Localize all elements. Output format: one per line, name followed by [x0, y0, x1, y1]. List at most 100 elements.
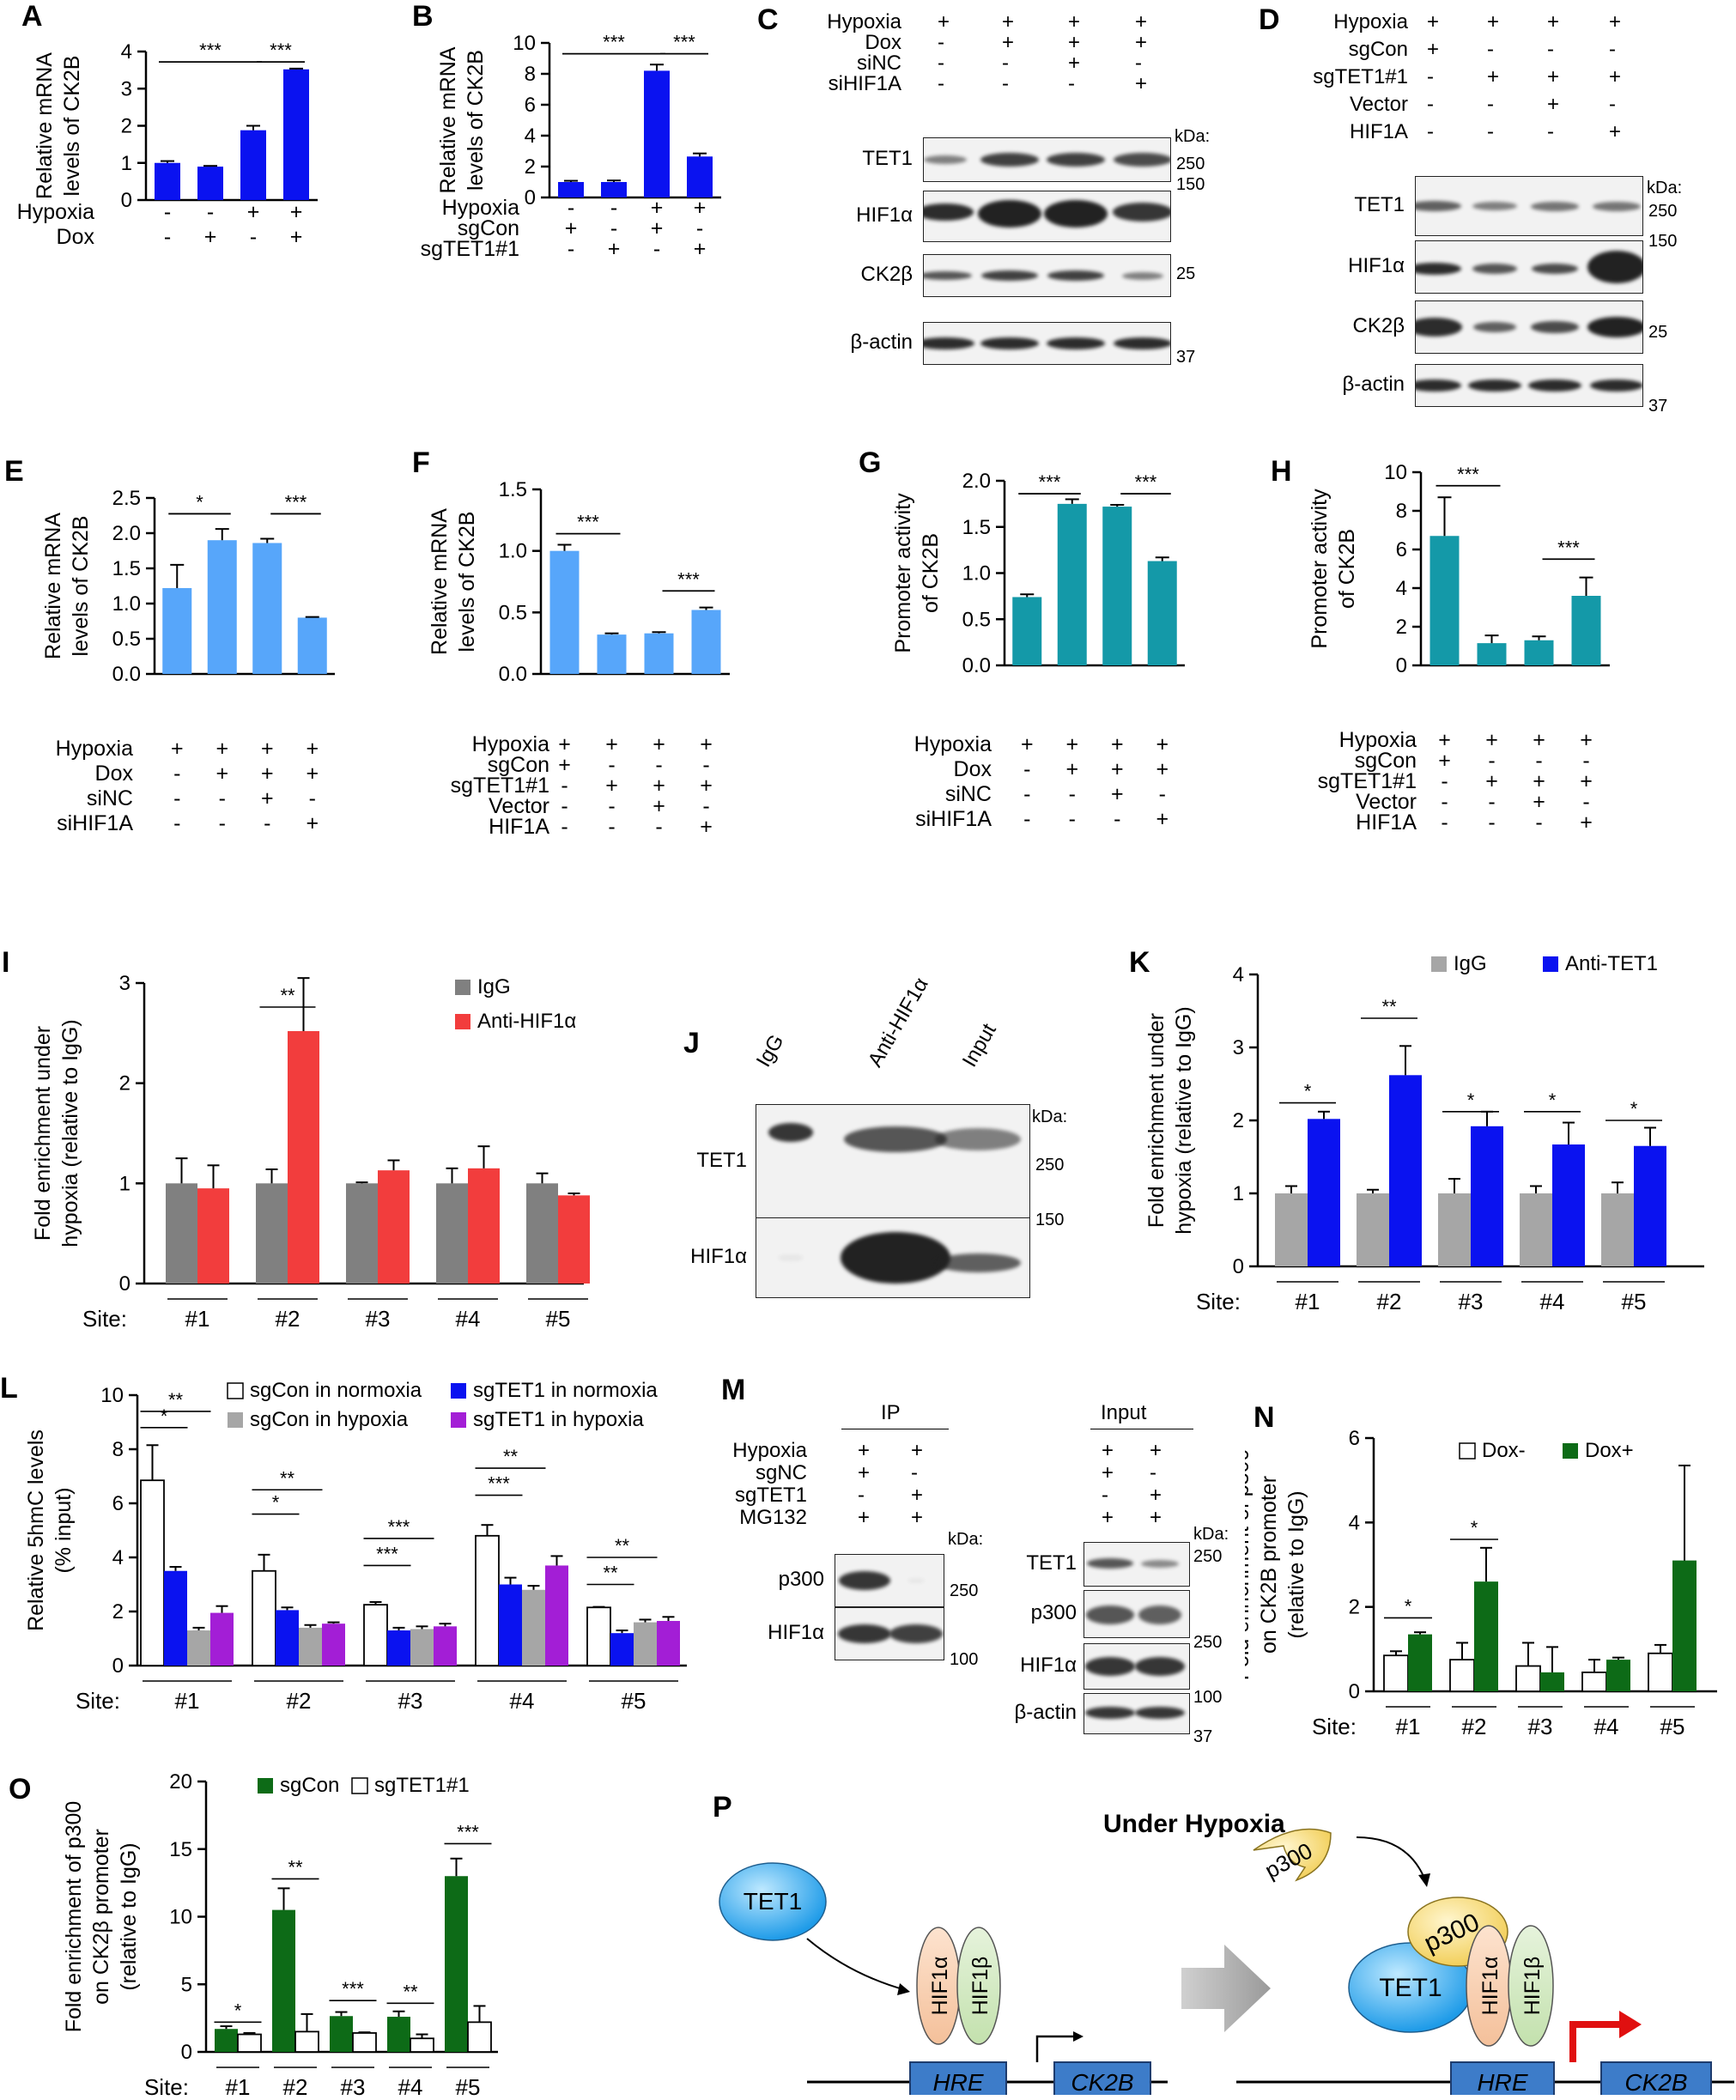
- site-label: #1: [226, 2074, 251, 2096]
- significance-stars: **: [403, 1981, 418, 2002]
- bar: [644, 633, 674, 674]
- protein-band: [839, 1571, 890, 1590]
- y-tick-label: 0.0: [962, 654, 991, 677]
- condition-sign: -: [568, 237, 574, 261]
- condition-label: siNC: [857, 52, 901, 75]
- protein-band: [924, 337, 974, 349]
- bar: [155, 162, 180, 200]
- site-label: #5: [1622, 1289, 1647, 1314]
- significance-stars: ***: [1557, 537, 1580, 558]
- bar: [252, 1569, 276, 1666]
- legend-label: IgG: [477, 975, 511, 998]
- condition-label: sgCon: [1348, 38, 1408, 61]
- condition-sign: +: [1102, 1461, 1114, 1484]
- condition-label: sgTET1#1: [421, 237, 519, 261]
- blot-strip: [835, 1607, 944, 1660]
- y-tick-label: 1: [121, 152, 132, 175]
- condition-label: MG132: [739, 1506, 807, 1529]
- protein-band: [924, 271, 972, 280]
- significance-stars: ***: [342, 1978, 364, 2000]
- panel-j-co-ip: J IgG Anti-HIF1α Input kDa: TET1 250 HIF1α 150: [661, 974, 1142, 1305]
- condition-label: Hypoxia: [1333, 10, 1408, 33]
- condition-sign: -: [858, 1484, 865, 1507]
- protein-band: [889, 1624, 943, 1643]
- condition-label: Dox: [95, 762, 134, 786]
- condition-label: Vector: [489, 794, 549, 818]
- bar: [294, 2030, 319, 2053]
- panel-label: I: [2, 946, 9, 979]
- condition-sign: +: [290, 225, 303, 249]
- protein-band: [1138, 1605, 1181, 1624]
- condition-sign: -: [1441, 810, 1448, 835]
- bar: [299, 1627, 322, 1666]
- panel-e: E 0.0 0.5 1.0 1.5 2.0 2.5 Relative mRNA levels o…: [0, 446, 352, 910]
- bar: [634, 1622, 657, 1666]
- y-tick-label: 0.5: [962, 608, 991, 631]
- condition-sign: -: [1487, 38, 1494, 61]
- condition-sign: -: [219, 786, 226, 810]
- bar: [644, 70, 670, 198]
- significance-stars: ***: [577, 512, 599, 533]
- condition-sign: +: [1485, 769, 1498, 793]
- blot-strip: [1083, 1542, 1190, 1587]
- blot-label: HIF1α: [1020, 1654, 1077, 1677]
- panel-label: G: [859, 446, 881, 479]
- bar: [1389, 1075, 1422, 1266]
- condition-sign: -: [1023, 782, 1030, 806]
- site-label: #2: [287, 1688, 312, 1714]
- y-tick-label: 1: [1233, 1182, 1244, 1205]
- y-tick-label: 0.0: [499, 663, 527, 686]
- protein-band: [935, 1128, 1021, 1150]
- protein-band: [1114, 337, 1170, 349]
- condition-sign: +: [1150, 1484, 1162, 1507]
- legend-label: sgTET1#1: [374, 1774, 470, 1797]
- protein-band: [1122, 271, 1163, 280]
- y-tick-label: 4: [1396, 577, 1407, 600]
- site-axis-label: Site:: [76, 1688, 120, 1714]
- site-label: #5: [1660, 1714, 1685, 1739]
- blot-strip: [1083, 1643, 1190, 1690]
- ck2b-gene-label: CK2B: [1071, 2069, 1133, 2095]
- panel-l: L 0 2 4 6 8 10 Relative 5hmC levels (% input) #1 #…: [0, 1372, 704, 1734]
- condition-sign: +: [1547, 93, 1560, 116]
- chart-svg: I 0 1 2 3 Fold enrichment under hypoxia (relat…: [2, 946, 590, 1332]
- condition-sign: +: [858, 1439, 871, 1462]
- significance-stars: ***: [457, 1821, 479, 1842]
- condition-sign: -: [1002, 52, 1009, 75]
- protein-band: [1416, 201, 1461, 211]
- y-axis-label: Relative mRNA: [436, 46, 460, 193]
- condition-sign: -: [1441, 769, 1448, 793]
- condition-sign: +: [1485, 728, 1498, 752]
- protein-band: [1532, 264, 1578, 274]
- protein-band: [1087, 1558, 1133, 1569]
- protein-band: [768, 1123, 813, 1142]
- y-tick-label: 0: [119, 1272, 131, 1296]
- condition-sign: +: [1065, 757, 1078, 781]
- bar: [1057, 503, 1087, 665]
- bar: [1672, 1560, 1697, 1691]
- protein-band: [978, 200, 1041, 228]
- bar: [1601, 1193, 1634, 1266]
- condition-sign: -: [250, 225, 257, 249]
- condition-sign: -: [655, 753, 662, 777]
- bar: [1477, 643, 1507, 665]
- y-axis-label: Fold enrichment of p300: [62, 1801, 86, 2033]
- bar: [346, 1183, 378, 1284]
- significance-stars: ***: [376, 1543, 398, 1564]
- condition-label: Hypoxia: [56, 737, 133, 761]
- chart-svg: H 0 2 4 6 8 10 Promoter activity of CK2B Hypoxia +…: [1271, 455, 1610, 835]
- bar: [363, 1604, 388, 1666]
- condition-sign: +: [700, 732, 713, 756]
- bar: [657, 1621, 680, 1666]
- condition-sign: +: [653, 794, 665, 818]
- condition-sign: -: [608, 794, 615, 818]
- condition-sign: +: [247, 200, 260, 224]
- legend-label: sgCon: [280, 1774, 339, 1797]
- condition-label: siHIF1A: [915, 807, 992, 831]
- condition-sign: +: [858, 1461, 871, 1484]
- bar: [468, 1168, 500, 1284]
- condition-sign: +: [1487, 65, 1500, 88]
- blot-strip: [1415, 364, 1643, 407]
- condition-sign: +: [1135, 10, 1148, 33]
- condition-sign: +: [651, 216, 664, 240]
